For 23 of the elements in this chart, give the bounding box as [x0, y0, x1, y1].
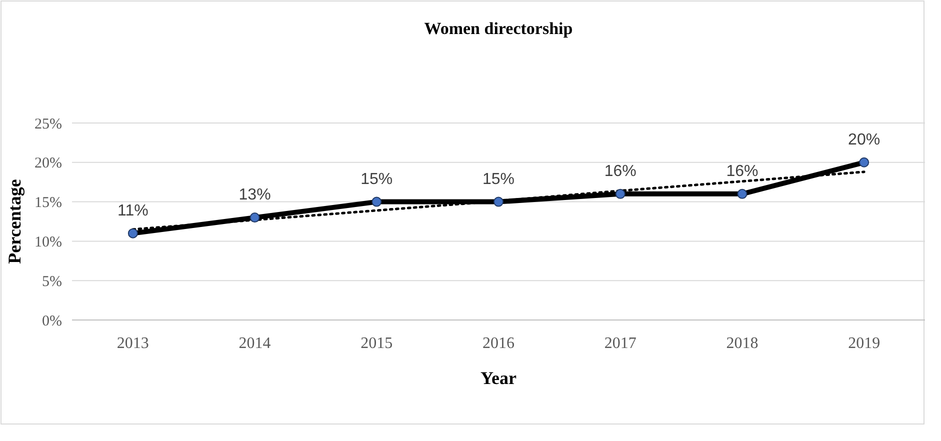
y-tick-label: 10% — [34, 234, 62, 250]
y-tick-label: 0% — [42, 313, 62, 330]
x-tick-label: 2018 — [726, 335, 758, 352]
x-axis-title: Year — [480, 368, 516, 388]
chart-title: Women directorship — [424, 19, 573, 38]
x-tick-label: 2014 — [238, 335, 271, 352]
y-tick-label: 25% — [34, 116, 62, 132]
x-tick-label: 2017 — [604, 335, 636, 352]
data-label: 16% — [604, 162, 636, 180]
x-tick-label: 2013 — [116, 335, 149, 352]
x-tick-label: 2016 — [482, 335, 514, 352]
data-label: 16% — [726, 162, 758, 180]
y-axis-title: Percentage — [4, 179, 24, 264]
data-label: 13% — [238, 186, 271, 204]
data-label: 15% — [360, 170, 393, 188]
data-label: 20% — [848, 131, 880, 148]
y-tick-label: 15% — [34, 195, 62, 212]
x-tick-label: 2015 — [360, 335, 393, 352]
data-label: 11% — [118, 202, 148, 220]
y-tick-label: 5% — [42, 274, 62, 290]
data-label: 15% — [482, 170, 515, 188]
y-tick-label: 20% — [34, 156, 62, 172]
x-tick-label: 2019 — [848, 335, 880, 352]
